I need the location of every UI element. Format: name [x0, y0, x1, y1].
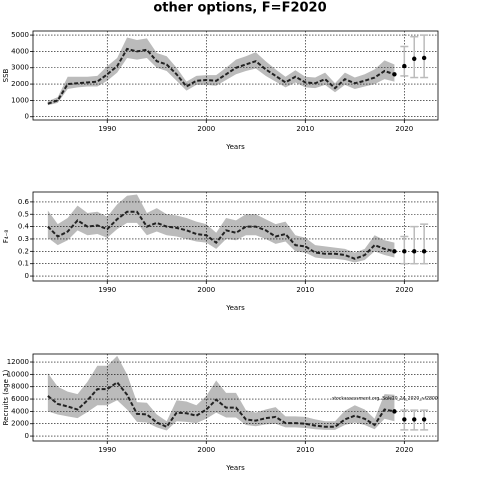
x-tick-label: 2010 — [296, 125, 314, 133]
projection-point — [402, 249, 407, 254]
projection-point — [412, 417, 417, 422]
plot-area — [33, 31, 438, 120]
last-point — [392, 72, 397, 77]
y-tick-label: 0.1 — [18, 260, 29, 268]
x-tick-label: 2000 — [197, 286, 215, 294]
confidence-band — [47, 355, 395, 431]
y-tick-label: 4000 — [11, 47, 29, 55]
confidence-band — [47, 194, 395, 263]
y-axis-label: Recruits (age 1) — [2, 369, 10, 425]
y-tick-label: 2000 — [11, 420, 29, 428]
y-tick-label: 3000 — [11, 64, 29, 72]
x-tick-label: 2010 — [296, 286, 314, 294]
projection-point — [412, 249, 417, 254]
projection-point — [421, 417, 427, 422]
estimate-line — [47, 381, 395, 429]
x-tick-label: 2020 — [395, 446, 413, 454]
x-tick-label: 1990 — [98, 446, 116, 454]
y-tick-label: 0.3 — [18, 235, 29, 243]
plot-area: stockassessment.org, Sole20_24_2020_r-f2… — [33, 354, 462, 441]
y-tick-label: 2000 — [11, 80, 29, 88]
y-tick-label: 4000 — [11, 407, 29, 415]
projection-point — [402, 63, 407, 69]
figure-title: other options, F=F2020 — [153, 1, 326, 16]
x-tick-label: 2020 — [395, 286, 413, 294]
projection-point — [402, 417, 407, 422]
y-tick-label: 10000 — [7, 370, 29, 378]
x-tick-label: 2010 — [296, 446, 314, 454]
estimate-line — [47, 47, 395, 105]
x-axis-label: Years — [225, 304, 245, 312]
projection-point — [421, 249, 427, 254]
y-tick-label: 0 — [25, 113, 29, 121]
last-point — [392, 409, 397, 414]
projection-point — [412, 56, 417, 61]
y-tick-label: 6000 — [11, 395, 29, 403]
x-tick-label: 1990 — [98, 125, 116, 133]
confidence-band — [47, 37, 395, 106]
plot-frame — [32, 191, 439, 282]
plot-frame — [32, 353, 439, 442]
projection-point — [421, 55, 427, 61]
x-tick-label: 2020 — [395, 125, 413, 133]
x-tick-label: 2000 — [197, 125, 215, 133]
y-tick-label: 8000 — [11, 383, 29, 391]
annotation: stockassessment.org, Sole20_24_2020_r-f2… — [332, 396, 462, 402]
x-axis-label: Years — [225, 464, 245, 472]
plot-area — [33, 192, 438, 281]
y-tick-label: 0 — [25, 272, 29, 280]
y-tick-label: 0.4 — [18, 223, 30, 231]
x-tick-label: 2000 — [197, 446, 215, 454]
y-axis-label: F₄₋₈ — [2, 230, 10, 244]
y-axis-label: SSB — [2, 68, 10, 82]
y-tick-label: 0.5 — [18, 210, 29, 218]
y-tick-label: 12000 — [7, 358, 29, 366]
last-point — [392, 249, 397, 254]
estimate-line — [47, 210, 395, 260]
x-tick-label: 1990 — [98, 286, 116, 294]
y-tick-label: 5000 — [11, 31, 29, 39]
plot-frame — [32, 30, 439, 121]
y-tick-label: 0.2 — [18, 247, 29, 255]
y-tick-label: 1000 — [11, 96, 29, 104]
x-axis-label: Years — [225, 143, 245, 151]
y-tick-label: 0.6 — [18, 198, 30, 206]
y-tick-label: 0 — [25, 432, 29, 440]
